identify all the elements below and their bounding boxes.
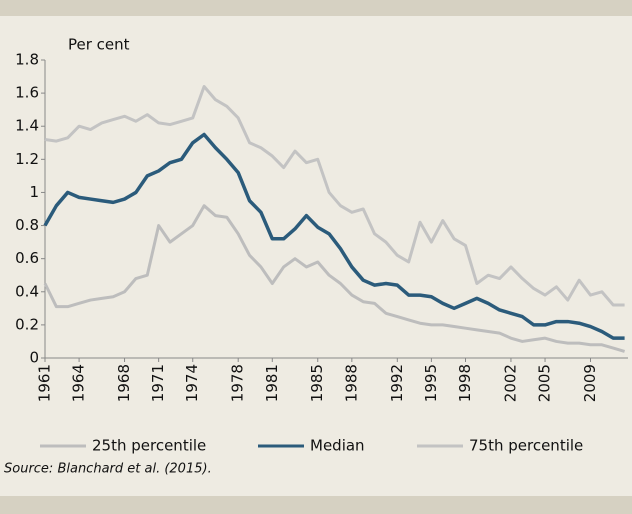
x-tick-label: 1971	[149, 364, 167, 402]
y-tick-label: 1.8	[15, 51, 39, 69]
y-tick-label: 0.4	[15, 282, 39, 300]
bottom-band	[0, 496, 632, 514]
source: Source: Blanchard et al. (2015).	[4, 462, 212, 477]
y-axis-label: Per cent	[68, 36, 130, 54]
x-tick-label: 1998	[456, 364, 474, 402]
x-tick-label: 2009	[581, 364, 599, 402]
x-tick-label: 1981	[263, 364, 281, 402]
x-tick-label: 1978	[229, 364, 247, 402]
legend-label: Median	[310, 437, 365, 455]
x-tick-label: 1992	[388, 364, 406, 402]
legend-label: 25th percentile	[92, 437, 206, 455]
series-line	[43, 132, 625, 340]
y-tick-label: 1.6	[15, 84, 39, 102]
x-tick-label: 1964	[70, 364, 88, 402]
x-tick-label: 1974	[183, 364, 201, 402]
y-tick-label: 0.2	[15, 315, 39, 333]
top-band	[0, 0, 632, 16]
y-tick-label: 1	[29, 183, 39, 201]
x-tick-label: 1961	[36, 364, 54, 402]
y-tick-label: 0	[29, 349, 39, 367]
x-tick-label: 1985	[308, 364, 326, 402]
series-line	[43, 204, 626, 353]
y-tick-label: 1.4	[15, 117, 39, 135]
x-tick-label: 1968	[115, 364, 133, 402]
y-tick-label: 1.2	[15, 150, 39, 168]
x-tick-label: 1995	[422, 364, 440, 402]
x-tick-label: 2002	[501, 364, 519, 402]
x-tick-label: 2005	[536, 364, 554, 402]
x-tick-label: 1988	[342, 364, 360, 402]
series-line	[44, 84, 625, 307]
legend-label: 75th percentile	[469, 437, 583, 455]
y-tick-label: 0.8	[15, 216, 39, 234]
y-tick-label: 0.6	[15, 249, 39, 267]
